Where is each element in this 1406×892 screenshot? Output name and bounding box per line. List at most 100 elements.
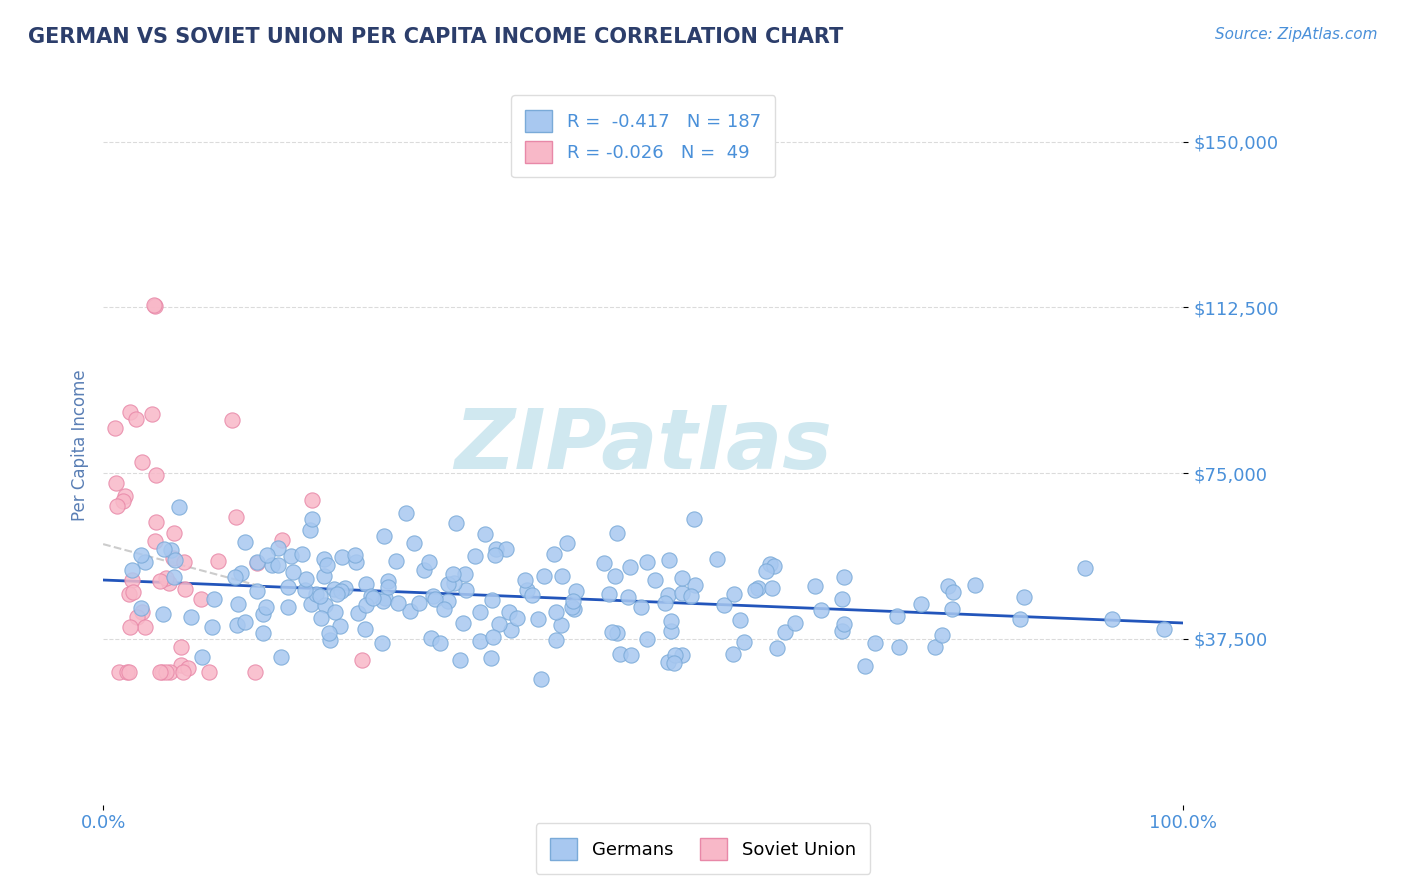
Germans bbox=[592, 556, 614, 570]
Germans bbox=[374, 591, 396, 605]
Soviet Union bbox=[145, 468, 167, 483]
Germans bbox=[444, 516, 467, 530]
Germans bbox=[441, 566, 464, 581]
Germans bbox=[233, 615, 256, 629]
Soviet Union bbox=[127, 610, 149, 624]
Legend: Germans, Soviet Union: Germans, Soviet Union bbox=[536, 823, 870, 874]
Germans bbox=[399, 604, 422, 618]
Germans bbox=[180, 609, 202, 624]
Soviet Union bbox=[104, 475, 127, 490]
Soviet Union bbox=[149, 665, 172, 679]
Germans bbox=[436, 576, 458, 591]
Germans bbox=[713, 598, 735, 612]
Germans bbox=[360, 590, 382, 604]
Germans bbox=[544, 605, 567, 619]
Germans bbox=[233, 535, 256, 549]
Germans bbox=[865, 635, 887, 649]
Soviet Union bbox=[118, 665, 141, 679]
Germans bbox=[333, 581, 356, 595]
Germans bbox=[433, 602, 456, 616]
Germans bbox=[664, 648, 686, 662]
Germans bbox=[408, 596, 430, 610]
Germans bbox=[299, 598, 322, 612]
Germans bbox=[451, 615, 474, 630]
Germans bbox=[326, 587, 349, 601]
Germans bbox=[280, 549, 302, 563]
Germans bbox=[267, 541, 290, 555]
Germans bbox=[163, 570, 186, 584]
Germans bbox=[479, 651, 502, 665]
Germans bbox=[314, 568, 336, 582]
Text: ZIPatlas: ZIPatlas bbox=[454, 405, 832, 486]
Germans bbox=[617, 590, 640, 604]
Soviet Union bbox=[150, 665, 173, 679]
Germans bbox=[758, 557, 780, 571]
Germans bbox=[314, 598, 336, 612]
Germans bbox=[373, 529, 395, 543]
Germans bbox=[385, 554, 408, 568]
Germans bbox=[152, 607, 174, 622]
Soviet Union bbox=[131, 605, 153, 619]
Text: GERMAN VS SOVIET UNION PER CAPITA INCOME CORRELATION CHART: GERMAN VS SOVIET UNION PER CAPITA INCOME… bbox=[28, 27, 844, 46]
Germans bbox=[942, 585, 965, 599]
Germans bbox=[165, 553, 187, 567]
Germans bbox=[657, 655, 679, 669]
Germans bbox=[495, 541, 517, 556]
Germans bbox=[657, 588, 679, 602]
Germans bbox=[167, 500, 190, 514]
Soviet Union bbox=[131, 455, 153, 469]
Germans bbox=[311, 611, 333, 625]
Germans bbox=[721, 647, 744, 661]
Soviet Union bbox=[243, 665, 266, 679]
Germans bbox=[931, 628, 953, 642]
Germans bbox=[685, 577, 707, 591]
Soviet Union bbox=[117, 665, 139, 679]
Germans bbox=[603, 569, 626, 583]
Soviet Union bbox=[134, 620, 156, 634]
Text: Source: ZipAtlas.com: Source: ZipAtlas.com bbox=[1215, 27, 1378, 42]
Germans bbox=[270, 650, 292, 665]
Germans bbox=[252, 607, 274, 622]
Germans bbox=[377, 580, 399, 594]
Germans bbox=[330, 550, 353, 565]
Germans bbox=[551, 569, 574, 583]
Germans bbox=[318, 625, 340, 640]
Germans bbox=[733, 634, 755, 648]
Germans bbox=[544, 633, 567, 648]
Germans bbox=[516, 583, 538, 598]
Germans bbox=[129, 601, 152, 615]
Germans bbox=[298, 523, 321, 537]
Germans bbox=[1073, 561, 1095, 575]
Germans bbox=[395, 506, 418, 520]
Germans bbox=[803, 579, 825, 593]
Germans bbox=[443, 576, 465, 591]
Germans bbox=[277, 600, 299, 615]
Germans bbox=[246, 555, 269, 569]
Germans bbox=[347, 607, 370, 621]
Soviet Union bbox=[163, 525, 186, 540]
Germans bbox=[449, 653, 471, 667]
Germans bbox=[412, 563, 434, 577]
Soviet Union bbox=[350, 653, 373, 667]
Germans bbox=[763, 559, 786, 574]
Germans bbox=[755, 564, 778, 578]
Germans bbox=[420, 631, 443, 645]
Germans bbox=[723, 587, 745, 601]
Germans bbox=[636, 632, 658, 646]
Germans bbox=[659, 624, 682, 638]
Germans bbox=[522, 588, 544, 602]
Germans bbox=[910, 598, 932, 612]
Germans bbox=[1153, 623, 1175, 637]
Soviet Union bbox=[107, 499, 129, 513]
Soviet Union bbox=[118, 587, 141, 601]
Germans bbox=[765, 641, 787, 656]
Germans bbox=[277, 580, 299, 594]
Germans bbox=[550, 618, 572, 632]
Germans bbox=[832, 570, 855, 584]
Germans bbox=[246, 584, 269, 599]
Soviet Union bbox=[177, 661, 200, 675]
Germans bbox=[683, 512, 706, 526]
Germans bbox=[654, 596, 676, 610]
Germans bbox=[201, 620, 224, 634]
Germans bbox=[323, 605, 346, 619]
